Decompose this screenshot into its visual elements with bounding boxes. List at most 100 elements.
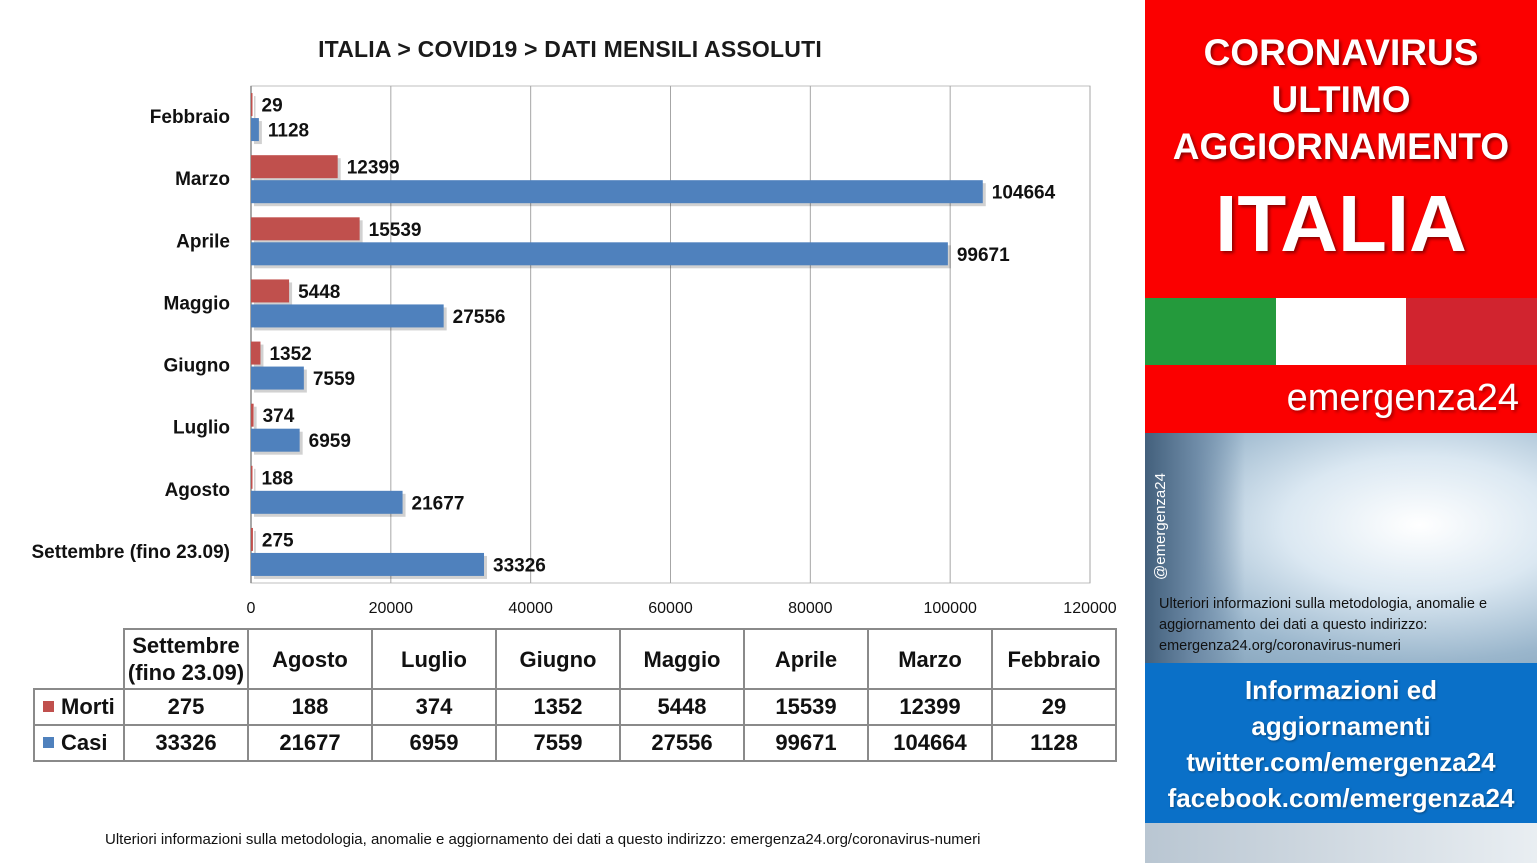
bar-shadow [254,406,257,430]
morti-bar [251,93,253,117]
morti-bar [251,465,253,489]
headline-line-1: CORONAVIRUS [1203,32,1479,73]
morti-bar [251,217,360,241]
table-column-header: Settembre (fino 23.09) [123,628,249,690]
data-label: 7559 [313,369,355,390]
legend-label: Morti [61,694,115,719]
bar-shadow [254,468,256,492]
brand-name: emergenza24 [1286,377,1519,419]
country-title: ITALIA [1215,179,1467,268]
table-header-row: Settembre (fino 23.09) Agosto Luglio Giugno M… [34,628,1117,690]
casi-bar [251,118,259,142]
footnote: Ulteriori informazioni sulla metodologia… [105,831,981,848]
data-label: 1128 [268,121,309,142]
bar-chart: 0 20000 40000 60000 80000 100000 120000 Febbrai… [32,85,1117,617]
casi-bar [251,428,300,452]
data-label: 33326 [493,555,546,576]
x-tick-label: 60000 [648,600,693,617]
side-panel: CORONAVIRUS ULTIMO AGGIORNAMENTO ITALIA … [1145,0,1537,863]
bar-shadow [254,530,256,554]
table-cell: 15539 [743,688,869,726]
table-cell: 5448 [619,688,745,726]
casi-bar [251,490,403,514]
table-cell: 1128 [991,724,1117,762]
data-label: 374 [263,406,295,427]
data-label: 1352 [269,344,311,365]
category-label: Febbraio [150,107,230,128]
x-tick-label: 20000 [369,600,414,617]
data-label: 29 [262,96,283,117]
table-cell: 33326 [123,724,249,762]
data-label: 12399 [347,158,400,179]
table-cell: 12399 [867,688,993,726]
category-label: Marzo [175,169,230,190]
italian-flag [1145,298,1537,365]
headline-box: CORONAVIRUS ULTIMO AGGIORNAMENTO ITALIA [1145,0,1537,298]
table-column-header: Aprile [743,628,869,690]
category-label: Agosto [165,480,230,501]
x-tick-label: 120000 [1063,600,1116,617]
table-row-legend: Casi [33,724,125,762]
table-column-header: Marzo [867,628,993,690]
casi-bar [251,180,983,204]
table-cell: 374 [371,688,497,726]
morti-bar [251,341,261,365]
table-cell: 275 [123,688,249,726]
chart-panel: ITALIA > COVID19 > DATI MENSILI ASSOLUTI… [32,36,1117,848]
twitter-handle: @emergenza24 [1152,473,1169,580]
background-photo-shade [1145,433,1245,663]
flag-green-stripe [1145,298,1276,365]
chart-title: ITALIA > COVID19 > DATI MENSILI ASSOLUTI [318,36,822,62]
table-row-legend: Morti [33,688,125,726]
table-cell: 1352 [495,688,621,726]
headline-line-3: AGGIORNAMENTO [1172,126,1510,167]
x-tick-label: 100000 [923,600,976,617]
legend-swatch [43,736,54,748]
info-box: Informazioni ed aggiornamenti twitter.co… [1145,663,1537,823]
morti-bar [251,279,290,303]
table-row: Casi 33326 21677 6959 7559 27556 99671 104664 11… [33,724,1117,762]
data-label: 275 [262,530,294,551]
headline-line-2: ULTIMO [1271,79,1411,120]
table-cell: 104664 [867,724,993,762]
category-label: Settembre (fino 23.09) [32,542,231,563]
morti-bar [251,403,254,427]
bottom-strip [1145,823,1537,863]
table-cell: 21677 [247,724,373,762]
table-cell: 99671 [743,724,869,762]
data-label: 104664 [992,183,1056,204]
data-label: 99671 [957,245,1010,266]
bar-shadow [254,96,256,120]
casi-bar [251,304,444,328]
table-column-header: Agosto [247,628,373,690]
info-line-1: Informazioni ed [1244,675,1438,705]
table-cell: 27556 [619,724,745,762]
x-tick-label: 80000 [788,600,833,617]
casi-bar [251,242,948,266]
facebook-link[interactable]: facebook.com/emergenza24 [1167,783,1515,813]
table-cell: 29 [991,688,1117,726]
data-label: 5448 [298,282,340,303]
data-label: 188 [262,468,294,489]
legend-swatch [43,700,54,712]
category-label: Aprile [176,231,230,252]
data-label: 6959 [309,431,351,452]
table-column-header: Luglio [371,628,497,690]
casi-bar [251,366,304,390]
x-tick-label: 0 [247,600,256,617]
table-cell: 188 [247,688,373,726]
morti-bar [251,155,338,179]
twitter-link[interactable]: twitter.com/emergenza24 [1186,747,1496,777]
category-label: Giugno [164,356,230,377]
x-tick-label: 40000 [508,600,553,617]
data-label: 27556 [453,307,506,328]
side-note: Ulteriori informazioni sulla metodologia… [1159,596,1488,654]
table-column-header: Giugno [495,628,621,690]
table-cell: 6959 [371,724,497,762]
table-cell: 7559 [495,724,621,762]
table-row: Morti 275 188 374 1352 5448 15539 12399 29 [33,688,1117,726]
data-label: 15539 [369,220,422,241]
data-table: Settembre (fino 23.09) Agosto Luglio Giugno M… [33,628,1117,762]
data-label: 21677 [412,493,465,514]
legend-label: Casi [61,730,108,755]
